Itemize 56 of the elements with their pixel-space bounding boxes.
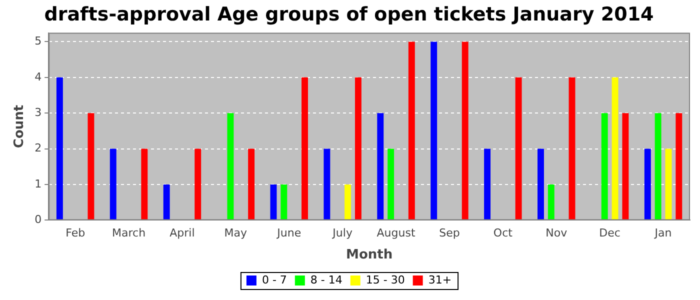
bar [515, 77, 522, 220]
y-tick-label: 2 [34, 142, 42, 155]
bar [344, 184, 352, 220]
x-tick-label: June [276, 226, 302, 240]
bar [430, 42, 438, 220]
x-tick-label: Feb [66, 226, 86, 240]
bar [324, 148, 330, 220]
bar [484, 148, 491, 220]
bar [548, 184, 554, 220]
bar [676, 113, 682, 220]
y-tick-label: 3 [34, 106, 42, 119]
bar [248, 148, 255, 220]
x-tick-label: Sep [439, 226, 460, 240]
x-tick-label: Nov [546, 226, 568, 240]
x-tick-label: August [376, 226, 416, 240]
bar [302, 77, 308, 220]
x-tick-label: April [170, 226, 195, 240]
legend-label: 31+ [428, 273, 452, 286]
legend-label: 8 - 14 [310, 273, 342, 286]
x-tick-label: Jan [654, 226, 672, 240]
x-axis-title: Month [346, 248, 393, 263]
bar [462, 42, 468, 220]
y-tick-label: 4 [34, 70, 42, 84]
y-tick-label: 0 [34, 213, 42, 226]
bar [280, 184, 288, 220]
bar [163, 184, 170, 220]
y-axis-title: Count [12, 104, 28, 148]
bar [388, 148, 394, 220]
bar [141, 148, 148, 220]
bar [654, 113, 662, 220]
x-tick-label: July [332, 226, 353, 240]
bar [622, 113, 629, 220]
bar [377, 113, 384, 220]
bar [227, 113, 234, 220]
bar [408, 42, 415, 220]
bar [110, 148, 116, 220]
bar [56, 77, 63, 220]
x-tick-label: Dec [599, 226, 620, 240]
bar [665, 148, 672, 220]
legend-label: 0 - 7 [262, 273, 287, 286]
x-tick-label: May [224, 226, 248, 240]
bar [644, 148, 651, 220]
bar [568, 77, 576, 220]
y-tick-label: 1 [34, 177, 42, 190]
bar [194, 148, 202, 220]
x-tick-label: March [112, 226, 146, 240]
x-tick-label: Oct [493, 226, 514, 240]
y-tick-label: 5 [34, 34, 42, 48]
bar [88, 113, 94, 220]
bar [612, 77, 618, 220]
bar [270, 184, 277, 220]
legend-label: 15 - 30 [366, 273, 405, 286]
bar [601, 113, 608, 220]
bar [354, 77, 362, 220]
chart-title: drafts-approval Age groups of open tickets January 2014 [44, 3, 654, 26]
bar [538, 148, 544, 220]
